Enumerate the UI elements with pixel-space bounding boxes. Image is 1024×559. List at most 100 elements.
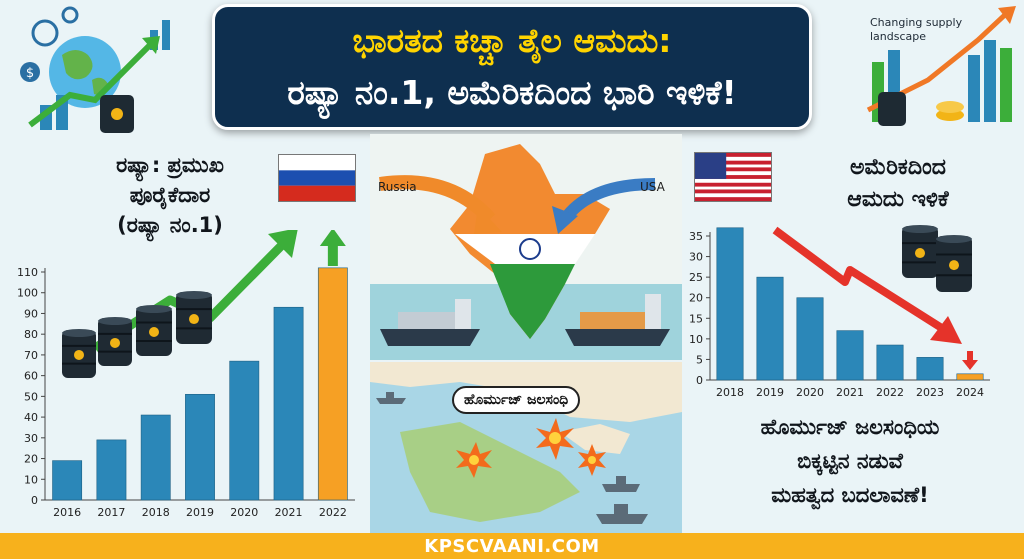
trend-arrowhead xyxy=(268,230,298,258)
russia-imports-chart: 0 10 20 30 40 50 60 70 80 90 100 110 2016 2017 2018 201… xyxy=(17,230,355,519)
left-heading-line: ಪೂರೈಕೆದಾರ xyxy=(129,183,211,207)
y-tick-label: 90 xyxy=(24,307,38,320)
highlight-arrow-shaft xyxy=(967,351,973,361)
left-heading-line: ರಷ್ಯಾ: ಪ್ರಮುಖ xyxy=(116,153,224,177)
gear-icon xyxy=(61,6,79,24)
footer-bar: KPSCVAANI.COM xyxy=(0,533,1024,559)
explosion-icon xyxy=(536,418,574,460)
summary-line: ಹೊರ್ಮುಜ್ ಜಲಸಂಧಿಯ xyxy=(760,415,940,439)
usa-flag-icon xyxy=(694,152,772,202)
bar xyxy=(52,460,83,501)
x-tick-label: 2018 xyxy=(142,506,170,519)
right-panel-summary: ಹೊರ್ಮುಜ್ ಜಲಸಂಧಿಯ ಬಿಕ್ಕಟ್ಟಿನ ನಡುವೆ ಮಹತ್ವದ… xyxy=(680,410,1020,512)
x-tick-label: 2016 xyxy=(53,506,81,519)
usa-imports-chart: 0 5 10 15 20 25 30 35 2018 2019 2020 2021 2022 2023 20… xyxy=(689,225,990,399)
oil-tanker-icon xyxy=(380,299,480,346)
y-tick-label: 15 xyxy=(689,312,703,325)
summary-line: ಬಿಕ್ಕಟ್ಟಿನ ನಡುವೆ xyxy=(797,449,903,473)
x-tick-label: 2020 xyxy=(796,386,824,399)
warship-icon xyxy=(596,504,648,524)
y-tick-label: 5 xyxy=(696,353,703,366)
bar xyxy=(96,439,127,501)
y-tick-label: 110 xyxy=(17,266,38,279)
russia-label: Russia xyxy=(378,180,417,194)
x-tick-label: 2023 xyxy=(916,386,944,399)
bar xyxy=(756,276,784,381)
oil-barrel-icon xyxy=(936,235,972,292)
warship-icon xyxy=(602,476,640,492)
oil-barrel-icon xyxy=(176,291,212,344)
highlight-arrow-shaft xyxy=(327,244,338,266)
x-tick-label: 2017 xyxy=(97,506,125,519)
x-tick-label: 2024 xyxy=(956,386,984,399)
dollar-coin-icon xyxy=(20,62,40,82)
right-heading-line: ಅಮೆರಿಕದಿಂದ xyxy=(850,155,946,180)
oil-barrel-icon xyxy=(62,329,96,378)
bar xyxy=(836,330,864,381)
page-title-line2: ರಷ್ಯಾ ನಂ.1, ಅಮೆರಿಕದಿಂದ ಭಾರಿ ಇಳಿಕೆ! xyxy=(287,73,737,112)
y-tick-label: 40 xyxy=(24,411,38,424)
y-tick-label: 70 xyxy=(24,349,38,362)
y-tick-label: 80 xyxy=(24,328,38,341)
summary-line: ಮಹತ್ವದ ಬದಲಾವಣೆ! xyxy=(771,483,929,507)
hormuz-callout: ಹೊರ್ಮುಜ್ ಜಲಸಂಧಿ xyxy=(452,386,581,414)
explosion-icon xyxy=(578,444,606,476)
bar xyxy=(140,414,171,501)
page-title-line1: ಭಾರತದ ಕಚ್ಚಾ ತೈಲ ಆಮದು: xyxy=(352,21,672,60)
y-tick-label: 30 xyxy=(24,432,38,445)
y-tick-label: 50 xyxy=(24,390,38,403)
y-tick-label: 10 xyxy=(689,333,703,346)
x-tick-label: 2019 xyxy=(756,386,784,399)
y-tick-label: 35 xyxy=(689,230,703,243)
usa-label: USA xyxy=(640,180,665,194)
oil-barrel-icon xyxy=(878,92,906,126)
decor-growth-illustration: $ xyxy=(20,6,170,133)
x-tick-label: 2022 xyxy=(319,506,347,519)
bar xyxy=(185,393,215,501)
right-heading-line: ಆಮದು ಇಳಿಕೆ xyxy=(847,187,949,212)
warship-icon xyxy=(376,392,406,404)
explosion-icon xyxy=(456,442,492,478)
bar xyxy=(796,297,824,381)
site-url: KPSCVAANI.COM xyxy=(424,535,600,557)
arabian-peninsula-icon xyxy=(400,422,580,522)
x-tick-label: 2022 xyxy=(876,386,904,399)
right-panel-heading: ಅಮೆರಿಕದಿಂದ ಆಮದು ಇಳಿಕೆ xyxy=(778,152,1018,216)
y-tick-label: 0 xyxy=(696,374,703,387)
decor-supply-illustration xyxy=(866,6,1016,126)
bar xyxy=(956,373,984,381)
usa-supply-arrow xyxy=(560,178,656,223)
y-tick-label: 100 xyxy=(17,287,38,300)
y-tick-label: 25 xyxy=(689,271,703,284)
left-panel-heading: ರಷ್ಯಾ: ಪ್ರಮುಖ ಪೂರೈಕೆದಾರ (ರಷ್ಯಾ ನಂ.1) xyxy=(60,150,280,240)
bar xyxy=(273,306,304,501)
growth-arrow-icon xyxy=(28,42,153,128)
bar xyxy=(317,267,348,501)
x-tick-label: 2020 xyxy=(230,506,258,519)
y-tick-label: 30 xyxy=(689,251,703,264)
highlight-arrowhead xyxy=(319,230,346,246)
x-tick-label: 2021 xyxy=(275,506,303,519)
title-banner: ಭಾರತದ ಕಚ್ಚಾ ತೈಲ ಆಮದು: ರಷ್ಯಾ ನಂ.1, ಅಮೆರಿಕ… xyxy=(212,4,812,130)
x-tick-label: 2019 xyxy=(186,506,214,519)
oil-barrel-icon xyxy=(902,225,938,278)
svg-text:$: $ xyxy=(26,66,34,81)
x-tick-label: 2018 xyxy=(716,386,744,399)
bar xyxy=(916,357,944,381)
oil-barrel-icon xyxy=(136,305,172,356)
decor-caption: Changing supply landscape xyxy=(870,16,963,43)
oil-tanker-icon xyxy=(565,294,670,346)
india-map-illustration xyxy=(370,134,682,360)
gear-icon xyxy=(31,19,59,47)
russia-flag-icon xyxy=(278,154,356,202)
y-tick-label: 20 xyxy=(689,292,703,305)
y-tick-label: 20 xyxy=(24,453,38,466)
oil-barrel-icon xyxy=(98,317,132,366)
left-heading-line: (ರಷ್ಯಾ ನಂ.1) xyxy=(117,213,223,237)
bar xyxy=(716,227,744,381)
y-tick-label: 60 xyxy=(24,370,38,383)
trend-down-arrow xyxy=(772,226,951,336)
ashoka-chakra-icon xyxy=(519,238,541,260)
x-tick-label: 2021 xyxy=(836,386,864,399)
bar xyxy=(229,360,260,501)
